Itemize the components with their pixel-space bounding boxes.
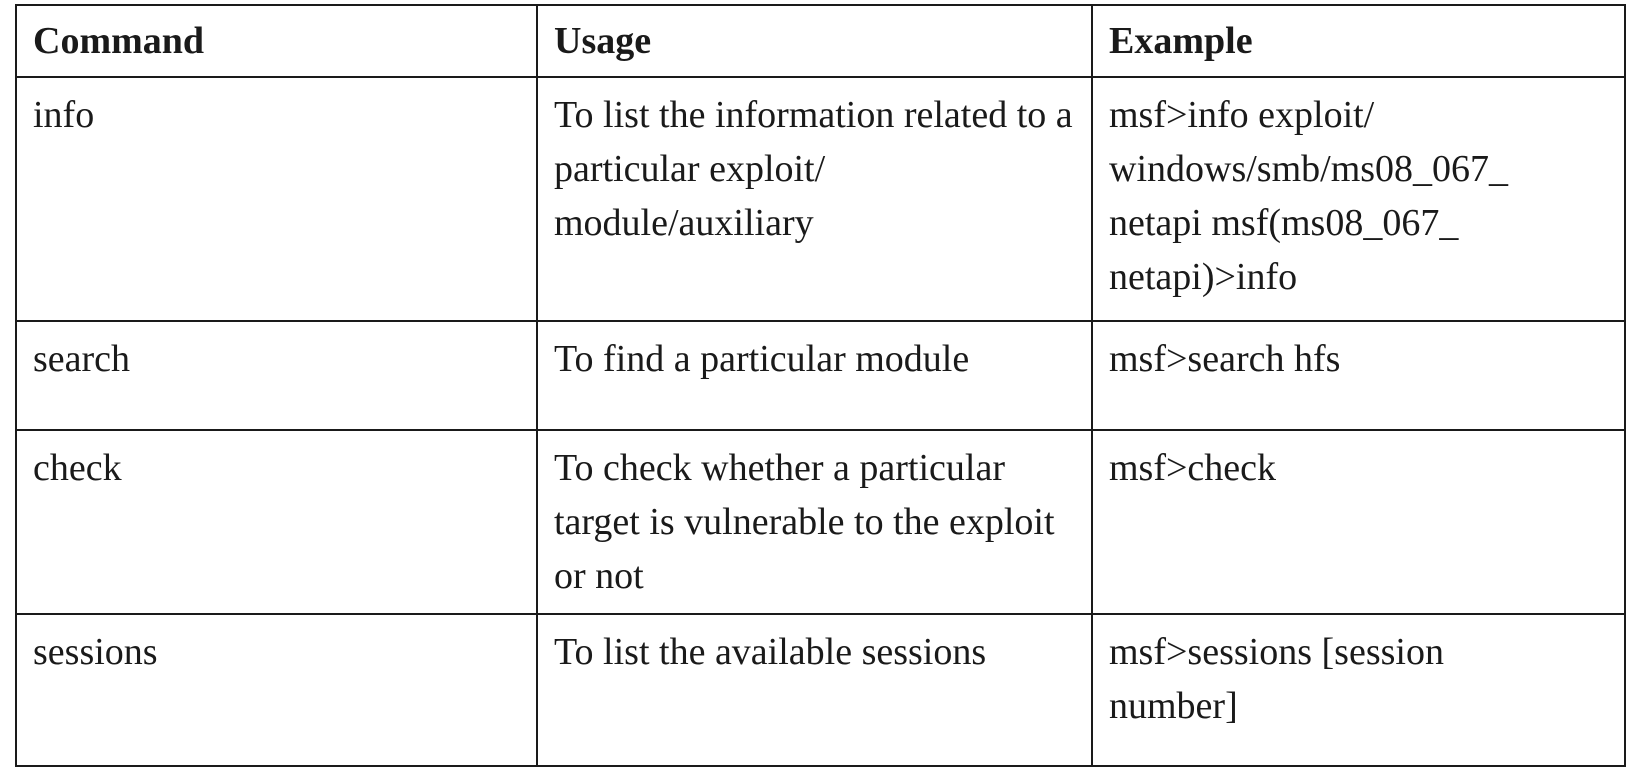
usage-cell: To find a particular module (536, 320, 1093, 431)
example-line: netapi msf(ms08_067_ (1109, 202, 1459, 244)
table-row: info To list the information related to … (15, 76, 1626, 322)
table-row: check To check whether a particular targ… (15, 429, 1626, 615)
usage-cell: To list the information related to a par… (536, 76, 1093, 322)
header-command: Command (15, 4, 538, 78)
example-cell: msf>sessions [session number] (1091, 613, 1626, 767)
example-line: msf>info exploit/ (1109, 94, 1375, 136)
example-line: windows/smb/ms08_067_ (1109, 148, 1509, 190)
example-cell: msf>search hfs (1091, 320, 1626, 431)
command-cell: search (15, 320, 538, 431)
example-line: number] (1109, 685, 1238, 727)
example-line: msf>sessions [session (1109, 631, 1444, 673)
command-cell: check (15, 429, 538, 615)
usage-text: To list the information related to a par… (554, 94, 1073, 244)
usage-cell: To check whether a particular target is … (536, 429, 1093, 615)
usage-text: To list the available sessions (554, 631, 987, 673)
table-row: search To find a particular module msf>s… (15, 320, 1626, 431)
example-line: msf>check (1109, 447, 1277, 489)
command-cell: sessions (15, 613, 538, 767)
example-line: msf>search hfs (1109, 338, 1341, 380)
table-row: sessions To list the available sessions … (15, 613, 1626, 767)
header-example: Example (1091, 4, 1626, 78)
example-line: netapi)>info (1109, 256, 1298, 298)
example-cell: msf>check (1091, 429, 1626, 615)
usage-text: To check whether a particular target is … (554, 447, 1055, 597)
usage-text: To find a particular module (554, 338, 970, 380)
example-cell: msf>info exploit/ windows/smb/ms08_067_ … (1091, 76, 1626, 322)
header-usage: Usage (536, 4, 1093, 78)
command-cell: info (15, 76, 538, 322)
commands-table: Command Usage Example info To list the i… (15, 4, 1626, 767)
usage-cell: To list the available sessions (536, 613, 1093, 767)
table-header-row: Command Usage Example (15, 4, 1626, 78)
